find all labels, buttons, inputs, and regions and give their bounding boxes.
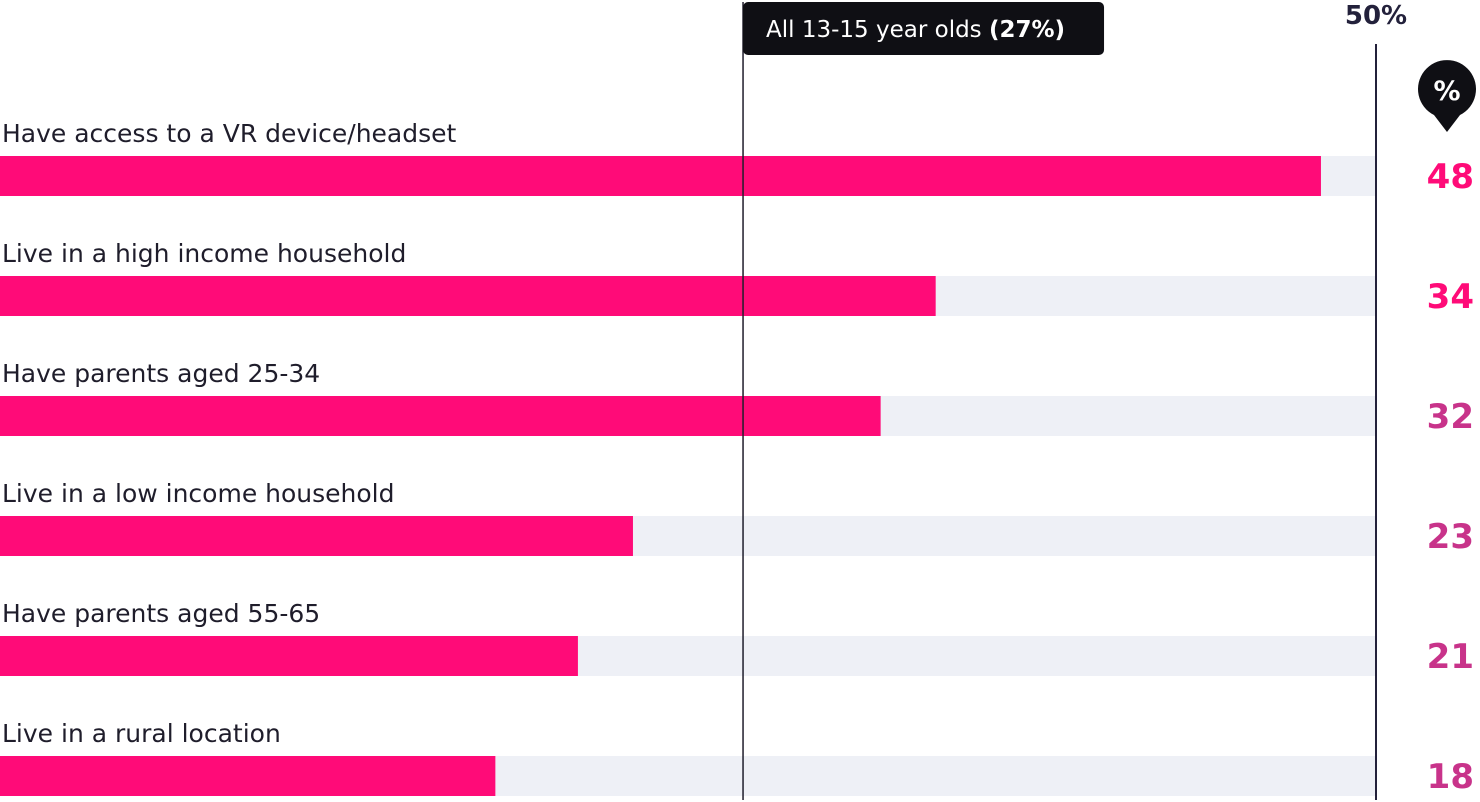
axis-max-label: 50%	[1345, 1, 1407, 31]
reference-label-box	[743, 2, 1105, 55]
category-label: Have parents aged 55-65	[2, 599, 320, 628]
value-label: 18	[1427, 757, 1474, 797]
map-pin-icon	[1418, 60, 1476, 132]
category-label: Live in a low income household	[2, 479, 395, 508]
reference-label-text: All 13-15 year olds (27%)	[766, 17, 1065, 43]
percent-badge: %	[1418, 60, 1476, 132]
bar	[0, 516, 633, 556]
bar	[0, 156, 1321, 196]
value-label: 21	[1427, 637, 1474, 677]
category-label: Live in a rural location	[2, 719, 281, 748]
reference-label: All 13-15 year olds (27%)	[743, 2, 1105, 55]
bar	[0, 276, 936, 316]
value-label: 32	[1427, 397, 1474, 437]
category-labels: Have access to a VR device/headset Live i…	[2, 119, 457, 748]
value-label: 48	[1427, 157, 1474, 197]
category-label: Live in a high income household	[2, 239, 406, 268]
reference-label-prefix: All 13-15 year olds	[766, 17, 989, 43]
percent-badge-text: %	[1433, 76, 1460, 107]
category-label: Have parents aged 25-34	[2, 359, 320, 388]
category-label: Have access to a VR device/headset	[2, 119, 457, 148]
bars	[0, 156, 1321, 796]
bar	[0, 756, 496, 796]
value-labels: 48 34 32 23 21 18	[1427, 157, 1474, 797]
value-label: 23	[1427, 517, 1474, 557]
reference-label-value: (27%)	[989, 17, 1065, 43]
bar	[0, 396, 881, 436]
value-label: 34	[1427, 277, 1474, 317]
bar	[0, 636, 578, 676]
